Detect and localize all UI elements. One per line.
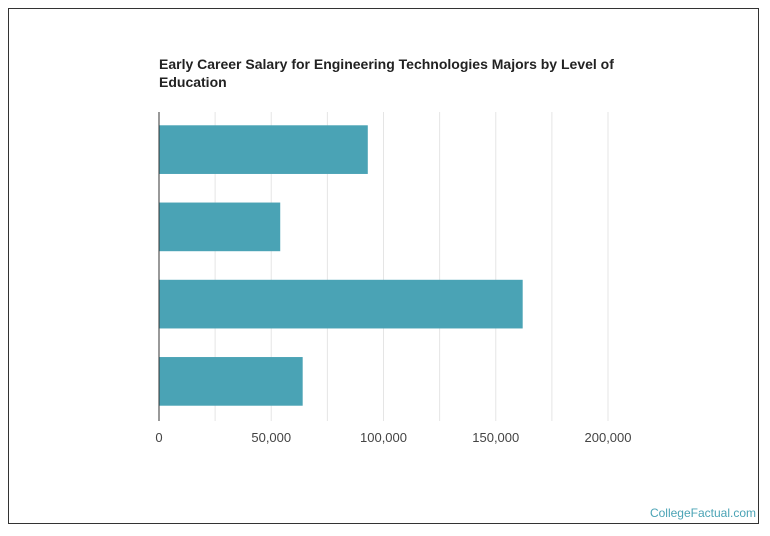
bars	[159, 125, 523, 406]
bar-1[interactable]	[159, 125, 368, 174]
x-tick-label: 150,000	[472, 430, 519, 445]
chart-title: Early Career Salary for Engineering Tech…	[159, 56, 614, 90]
x-tick-label: 50,000	[251, 430, 291, 445]
x-tick-label: 200,000	[585, 430, 632, 445]
x-tick-label: 100,000	[360, 430, 407, 445]
bar-2[interactable]	[159, 202, 281, 252]
bar-3[interactable]	[159, 279, 523, 329]
bar-4[interactable]	[159, 357, 303, 406]
x-axis-ticks: 0 50,000 100,000 150,000 200,000	[155, 430, 631, 445]
watermark[interactable]: CollegeFactual.com	[649, 506, 756, 520]
x-tick-label: 0	[155, 430, 162, 445]
